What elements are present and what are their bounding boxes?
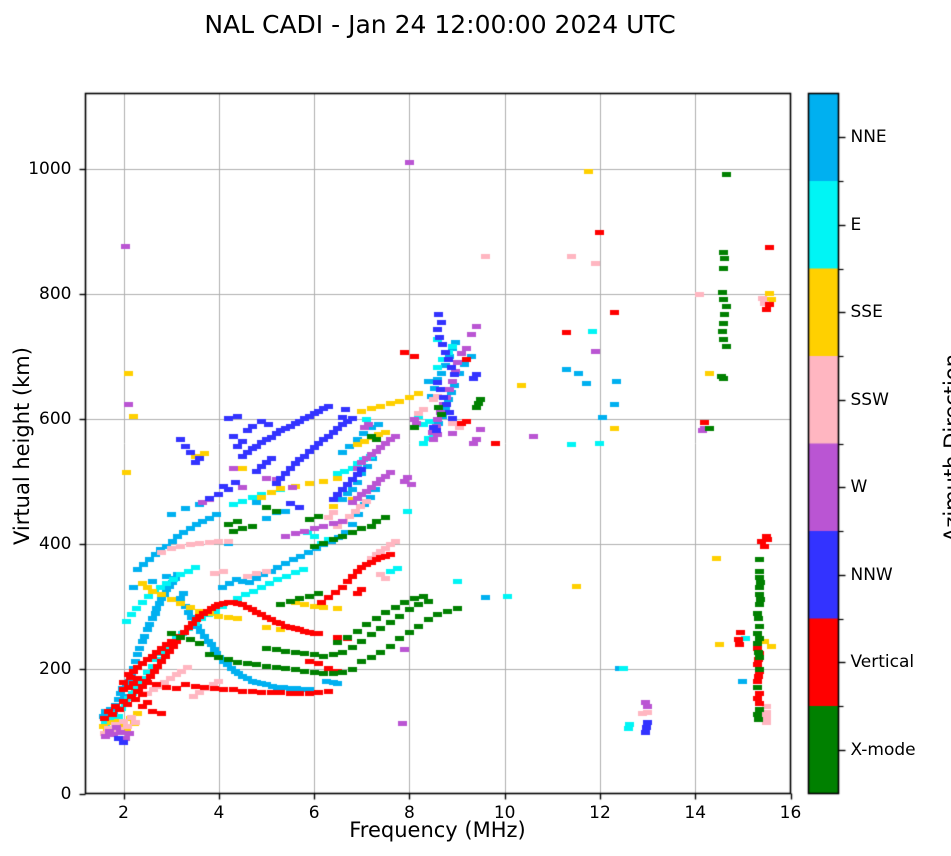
y-tick-label: 200 bbox=[39, 658, 72, 679]
x-tick-label: 14 bbox=[684, 802, 707, 823]
x-tick-label: 2 bbox=[118, 802, 129, 823]
x-tick-label: 12 bbox=[589, 802, 611, 823]
y-tick-label: 600 bbox=[39, 408, 72, 429]
x-tick-label: 8 bbox=[403, 802, 415, 823]
y-tick-label: 1000 bbox=[28, 158, 72, 179]
colorbar-tick-x-mode: X-mode bbox=[850, 739, 916, 760]
y-axis-label: Virtual height (km) bbox=[10, 347, 34, 545]
colorbar-tick-w: W bbox=[850, 476, 868, 497]
colorbar-tick-e: E bbox=[850, 214, 862, 235]
colorbar-tick-nne: NNE bbox=[850, 126, 887, 147]
y-tick-label: 800 bbox=[39, 283, 72, 304]
x-tick-label: 6 bbox=[308, 802, 320, 823]
colorbar-tick-ssw: SSW bbox=[850, 389, 889, 410]
x-tick-label: 4 bbox=[213, 802, 225, 823]
colorbar-tick-vertical: Vertical bbox=[850, 651, 915, 672]
y-tick-label: 400 bbox=[39, 533, 72, 554]
colorbar-title: Azimuth Direction bbox=[940, 353, 951, 543]
y-tick-label: 0 bbox=[60, 783, 72, 804]
colorbar-tick-sse: SSE bbox=[850, 301, 883, 322]
x-tick-label: 16 bbox=[779, 802, 802, 823]
x-axis-label: Frequency (MHz) bbox=[349, 818, 526, 842]
colorbar-tick-nnw: NNW bbox=[850, 564, 893, 585]
x-tick-label: 10 bbox=[493, 802, 516, 823]
